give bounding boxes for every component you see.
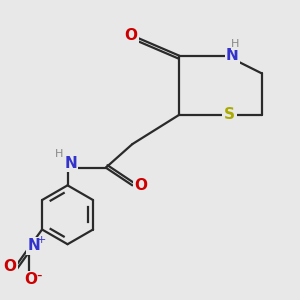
Text: N: N bbox=[226, 48, 239, 63]
Text: O: O bbox=[124, 28, 137, 43]
Text: H: H bbox=[231, 39, 240, 49]
Text: O: O bbox=[4, 259, 16, 274]
Text: +: + bbox=[36, 235, 46, 245]
Text: N: N bbox=[64, 156, 77, 171]
Text: -: - bbox=[36, 268, 41, 283]
Text: N: N bbox=[27, 238, 40, 253]
Text: S: S bbox=[224, 107, 235, 122]
Text: O: O bbox=[24, 272, 37, 287]
Text: H: H bbox=[55, 149, 63, 159]
Text: O: O bbox=[135, 178, 148, 193]
